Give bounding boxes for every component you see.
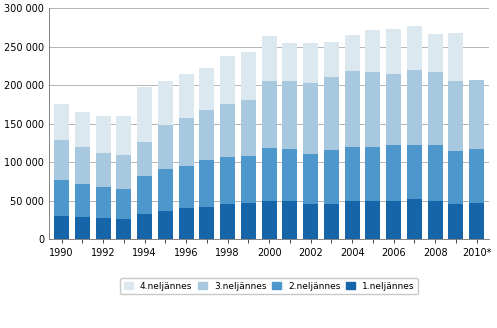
Bar (95, 187, 110, 218)
Bar (178, 73, 193, 118)
Bar (386, 29, 401, 73)
Bar (137, 214, 152, 239)
Bar (220, 104, 235, 157)
Bar (178, 166, 193, 208)
Bar (116, 116, 131, 155)
Bar (95, 218, 110, 239)
Bar (241, 100, 256, 156)
Bar (282, 200, 297, 239)
Bar (199, 111, 214, 160)
Bar (241, 52, 256, 100)
Bar (344, 35, 359, 71)
Bar (407, 199, 422, 239)
Bar (407, 70, 422, 145)
Bar (116, 189, 131, 219)
Bar (427, 145, 442, 200)
Bar (75, 112, 90, 147)
Bar (427, 33, 442, 72)
Bar (344, 201, 359, 239)
Bar (365, 201, 380, 239)
Legend: 4.neljännes, 3.neljännes, 2.neljännes, 1.neljännes: 4.neljännes, 3.neljännes, 2.neljännes, 1… (120, 278, 418, 294)
Bar (324, 42, 339, 77)
Bar (469, 149, 484, 203)
Bar (386, 200, 401, 239)
Bar (324, 77, 339, 150)
Bar (344, 71, 359, 147)
Bar (241, 156, 256, 203)
Bar (261, 81, 276, 148)
Bar (427, 200, 442, 239)
Bar (75, 217, 90, 239)
Bar (261, 36, 276, 81)
Bar (365, 72, 380, 147)
Bar (95, 153, 110, 187)
Bar (137, 142, 152, 176)
Bar (178, 208, 193, 239)
Bar (407, 145, 422, 199)
Bar (469, 203, 484, 239)
Bar (282, 43, 297, 81)
Bar (116, 155, 131, 189)
Bar (303, 83, 318, 154)
Bar (303, 43, 318, 83)
Bar (386, 73, 401, 145)
Bar (75, 147, 90, 184)
Bar (241, 203, 256, 239)
Bar (54, 140, 69, 180)
Bar (448, 204, 463, 239)
Bar (158, 169, 173, 211)
Bar (448, 81, 463, 151)
Bar (448, 151, 463, 204)
Bar (469, 80, 484, 149)
Bar (448, 33, 463, 81)
Bar (344, 147, 359, 201)
Bar (199, 68, 214, 111)
Bar (137, 176, 152, 214)
Bar (158, 125, 173, 169)
Bar (324, 204, 339, 239)
Bar (303, 204, 318, 239)
Bar (54, 216, 69, 239)
Bar (220, 56, 235, 104)
Bar (324, 150, 339, 204)
Bar (199, 160, 214, 207)
Bar (220, 157, 235, 204)
Bar (365, 147, 380, 201)
Bar (282, 81, 297, 149)
Bar (116, 219, 131, 239)
Bar (158, 211, 173, 239)
Bar (95, 116, 110, 153)
Bar (282, 149, 297, 200)
Bar (54, 104, 69, 140)
Bar (407, 26, 422, 70)
Bar (220, 204, 235, 239)
Bar (137, 87, 152, 142)
Bar (178, 118, 193, 166)
Bar (427, 72, 442, 145)
Bar (199, 207, 214, 239)
Bar (386, 145, 401, 200)
Bar (365, 30, 380, 72)
Bar (261, 148, 276, 200)
Bar (54, 180, 69, 216)
Bar (158, 81, 173, 125)
Bar (261, 200, 276, 239)
Bar (75, 184, 90, 217)
Bar (303, 154, 318, 204)
